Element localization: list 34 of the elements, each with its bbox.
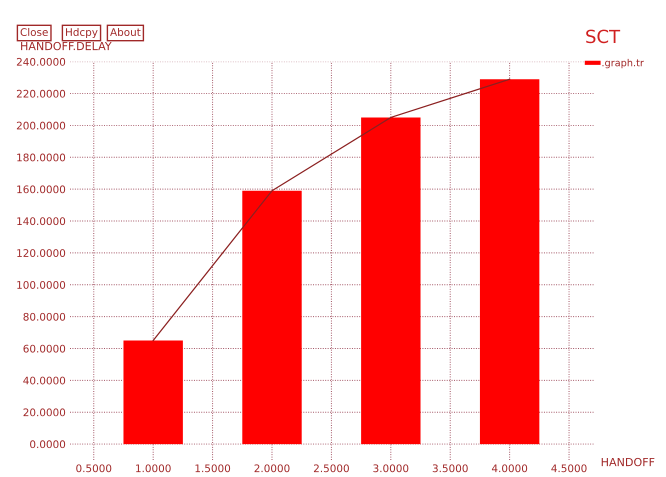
bar [242,190,302,444]
x-tick-label: 4.5000 [551,464,587,472]
x-tick-label: 1.5000 [196,464,230,472]
y-tick-label: 200.0000 [16,122,66,130]
bar [480,79,540,444]
y-tick-label: 180.0000 [17,154,66,162]
y-tick-label: 160.0000 [17,185,66,194]
x-tick-label: 0.5000 [76,464,112,472]
bar [361,117,421,444]
x-tick-label: 2.0000 [254,464,290,472]
line-series [152,78,510,342]
text: Close [20,28,48,36]
chart-title: SCT [586,30,620,44]
y-tick-label: 240.0000 [16,58,66,66]
y-tick-label: 0.0000 [30,440,66,448]
x-tick-label: 1.0000 [136,464,171,472]
y-tick-label: 140.0000 [17,217,66,226]
x-tick-label: 3.0000 [373,464,408,472]
y-tick-label: 100.0000 [17,280,66,289]
legend-label: .graph.tr [602,58,644,68]
y-tick-label: 20.0000 [24,408,66,416]
x-tick-label: 4.0000 [492,464,528,472]
y-tick-label: 40.0000 [23,376,66,384]
y-tick-label: 60.0000 [23,344,66,353]
y-tick-label: 120.0000 [17,249,66,257]
y-tick-label: 80.0000 [23,312,66,321]
y-tick-label: 220.0000 [16,90,66,98]
x-tick-label: 2.5000 [314,464,349,472]
x-tick-label: 3.5000 [432,464,468,472]
y-axis-title: HANDOFF.DELAY [21,42,112,50]
x-axis-title: HANDOFF [602,458,654,466]
text: About [110,28,141,36]
bar [123,340,183,444]
text: Hdcpy [66,28,98,38]
